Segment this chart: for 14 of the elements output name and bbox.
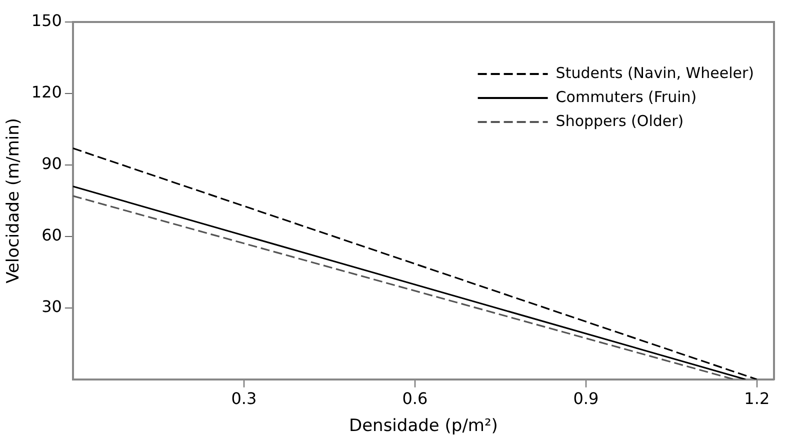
x-tick-label: 0.3 — [231, 389, 257, 408]
legend-label: Students (Navin, Wheeler) — [556, 64, 754, 82]
y-axis-title: Velocidade (m/min) — [4, 118, 24, 284]
x-tick-label: 0.9 — [573, 389, 599, 408]
y-tick-label: 30 — [42, 297, 62, 316]
legend-label: Shoppers (Older) — [556, 112, 684, 130]
legend-label: Commuters (Fruin) — [556, 88, 697, 106]
y-tick-label: 90 — [42, 154, 62, 174]
x-tick-label: 0.6 — [402, 389, 428, 408]
y-tick-label: 150 — [31, 11, 62, 30]
y-tick-label: 60 — [42, 226, 62, 245]
x-tick-label: 1.2 — [744, 389, 770, 408]
y-tick-label: 120 — [31, 82, 62, 102]
x-axis-title: Densidade (p/m²) — [349, 416, 498, 436]
